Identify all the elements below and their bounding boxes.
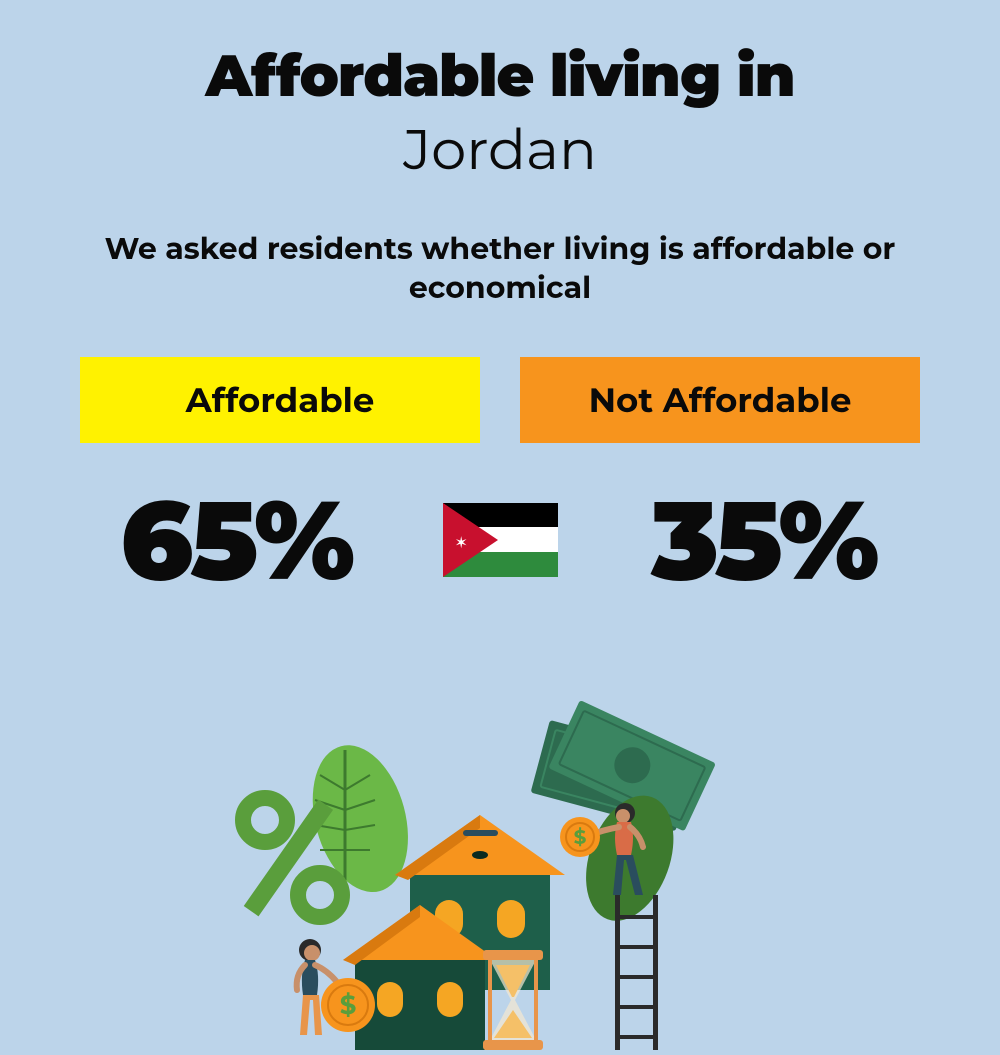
affordable-percentage: 65% [60,473,413,607]
svg-text:$: $ [574,826,587,850]
not-affordable-stat: Not Affordable [520,357,920,443]
title-line2: Jordan [60,116,940,184]
flag-star-icon: ✶ [455,533,468,553]
percent-icon [243,798,342,917]
svg-text:$: $ [340,989,357,1021]
percentages-row: 65% ✶ 35% [60,473,940,607]
jordan-flag-icon: ✶ [443,503,558,578]
flag-triangle [443,503,498,577]
ladder-icon [615,895,658,1050]
title-line1: Affordable living in [60,40,940,111]
housing-illustration: $ $ [200,700,800,1050]
not-affordable-label: Not Affordable [520,357,920,443]
hourglass-icon [483,950,543,1050]
affordable-label: Affordable [80,357,480,443]
not-affordable-percentage: 35% [588,473,941,607]
stats-labels-row: Affordable Not Affordable [60,357,940,443]
affordable-stat: Affordable [80,357,480,443]
subtitle-text: We asked residents whether living is aff… [60,229,940,307]
